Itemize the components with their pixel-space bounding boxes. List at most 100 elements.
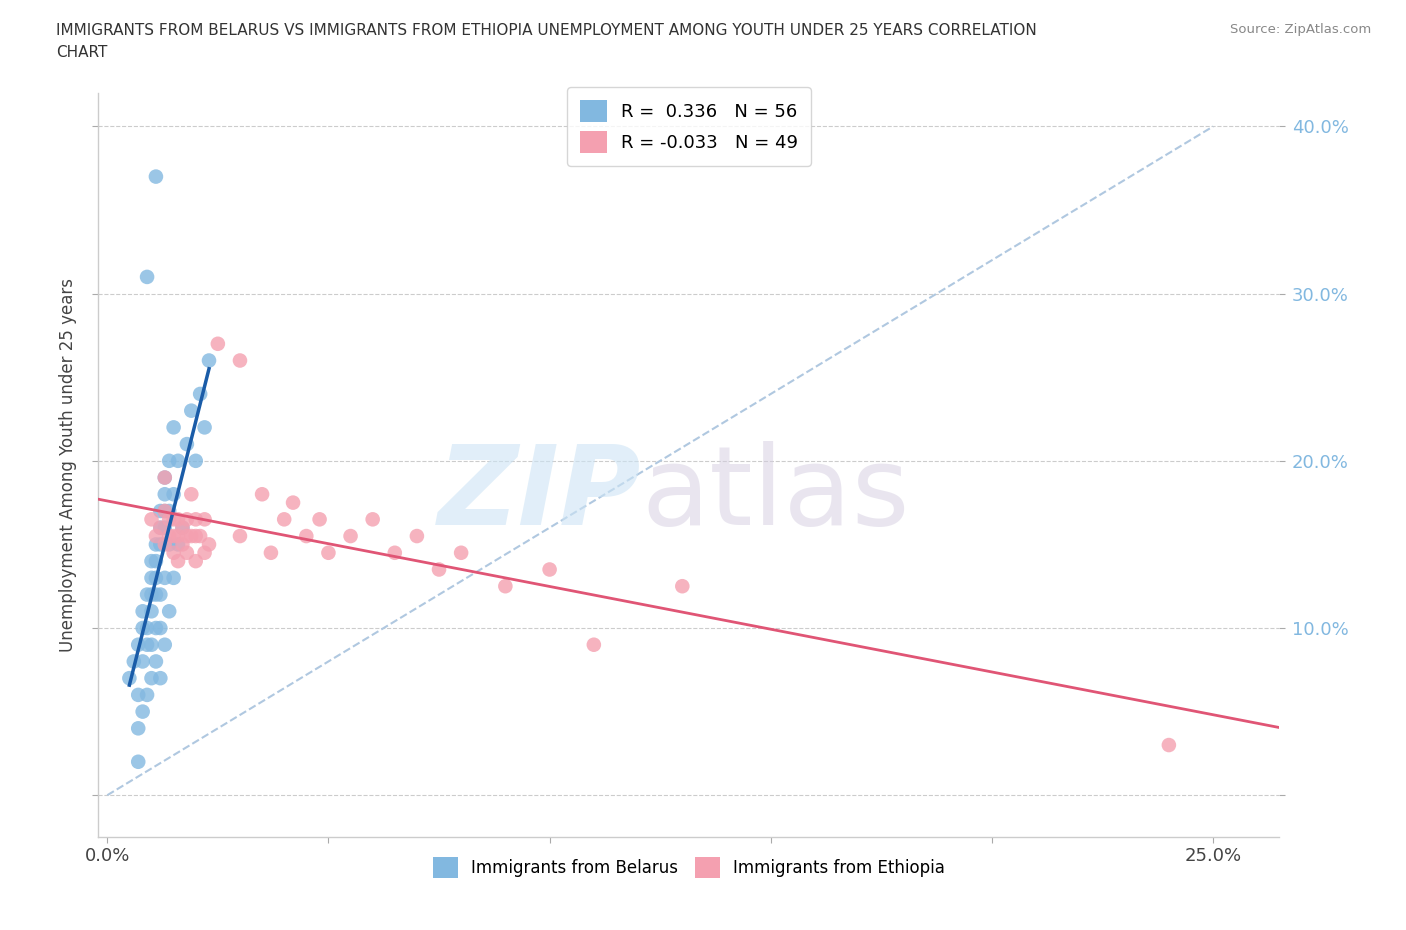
Point (153, 486, 176, 501)
Point (671, 578, 693, 593)
Point (167, 553, 190, 568)
Point (153, 503, 176, 518)
Point (157, 503, 180, 518)
Point (260, 545, 283, 560)
Point (180, 528, 202, 543)
Point (131, 654, 153, 669)
Point (136, 270, 159, 285)
Point (136, 587, 159, 602)
Point (194, 512, 217, 526)
Point (167, 512, 190, 526)
Point (318, 545, 340, 560)
Point (136, 637, 159, 652)
Point (145, 528, 167, 543)
Point (141, 570, 163, 585)
Point (180, 486, 202, 501)
Point (153, 537, 176, 551)
Point (172, 537, 194, 551)
Point (136, 620, 159, 635)
Point (136, 687, 159, 702)
Point (427, 562, 450, 577)
Point (582, 637, 605, 652)
Point (157, 454, 180, 469)
Text: ZIP: ZIP (439, 441, 641, 549)
Point (145, 620, 167, 635)
Point (141, 604, 163, 618)
Point (141, 553, 163, 568)
Point (162, 570, 184, 585)
Point (308, 512, 330, 526)
Point (149, 537, 172, 551)
Point (127, 721, 149, 736)
Point (131, 704, 153, 719)
Point (141, 587, 163, 602)
Point (494, 578, 516, 593)
Point (188, 528, 211, 543)
Point (131, 604, 153, 618)
Y-axis label: Unemployment Among Youth under 25 years: Unemployment Among Youth under 25 years (59, 278, 77, 652)
Point (180, 404, 202, 418)
Point (450, 545, 472, 560)
Point (184, 528, 207, 543)
Point (172, 520, 194, 535)
Point (176, 512, 198, 526)
Point (384, 545, 406, 560)
Point (141, 671, 163, 685)
Point (176, 528, 198, 543)
Text: CHART: CHART (56, 45, 108, 60)
Point (157, 537, 180, 551)
Point (153, 520, 176, 535)
Point (153, 637, 176, 652)
Point (361, 512, 384, 526)
Point (167, 454, 190, 469)
Point (145, 587, 167, 602)
Point (167, 528, 190, 543)
Point (184, 454, 207, 469)
Point (131, 620, 153, 635)
Point (176, 545, 198, 560)
Point (149, 520, 172, 535)
Point (141, 637, 163, 652)
Point (162, 420, 184, 435)
Point (127, 637, 149, 652)
Point (127, 754, 149, 769)
Point (157, 512, 180, 526)
Point (339, 528, 361, 543)
Text: Source: ZipAtlas.com: Source: ZipAtlas.com (1230, 23, 1371, 36)
Point (153, 470, 176, 485)
Point (194, 545, 217, 560)
Point (188, 387, 211, 402)
Point (198, 537, 221, 551)
Point (149, 587, 172, 602)
Point (538, 562, 561, 577)
Point (145, 553, 167, 568)
Point (176, 437, 198, 452)
Point (118, 671, 141, 685)
Text: atlas: atlas (641, 441, 910, 549)
Point (145, 570, 167, 585)
Point (157, 528, 180, 543)
Text: IMMIGRANTS FROM BELARUS VS IMMIGRANTS FROM ETHIOPIA UNEMPLOYMENT AMONG YOUTH UND: IMMIGRANTS FROM BELARUS VS IMMIGRANTS FR… (56, 23, 1038, 38)
Point (1157, 737, 1180, 752)
Point (141, 512, 163, 526)
Point (153, 470, 176, 485)
Point (406, 528, 429, 543)
Point (229, 528, 252, 543)
Point (153, 570, 176, 585)
Point (198, 353, 221, 368)
Point (149, 671, 172, 685)
Point (167, 537, 190, 551)
Point (207, 337, 229, 352)
Point (122, 654, 145, 669)
Legend: Immigrants from Belarus, Immigrants from Ethiopia: Immigrants from Belarus, Immigrants from… (426, 851, 952, 884)
Point (273, 512, 295, 526)
Point (127, 687, 149, 702)
Point (162, 545, 184, 560)
Point (172, 520, 194, 535)
Point (149, 503, 172, 518)
Point (281, 495, 304, 510)
Point (153, 503, 176, 518)
Point (162, 512, 184, 526)
Point (295, 528, 318, 543)
Point (229, 353, 252, 368)
